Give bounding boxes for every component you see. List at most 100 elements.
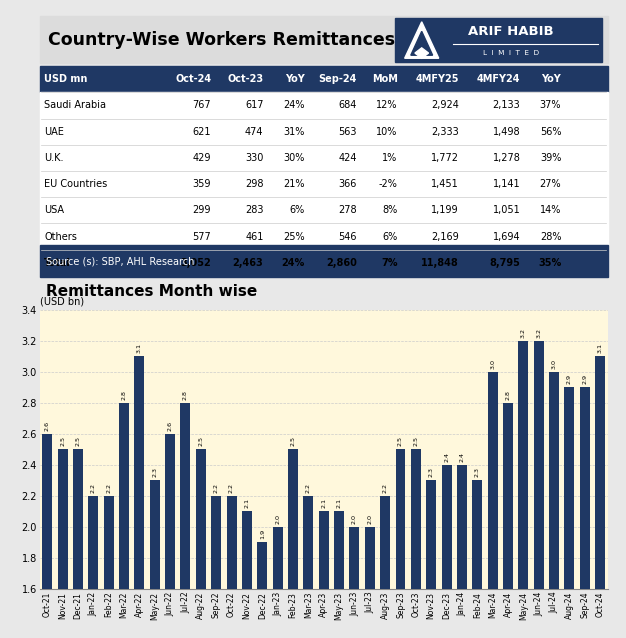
Bar [273, 527, 282, 638]
Text: Total: Total [44, 258, 71, 268]
Text: 28%: 28% [540, 232, 562, 242]
Bar [396, 449, 406, 638]
Text: 2.5: 2.5 [198, 436, 203, 446]
Bar [119, 403, 129, 638]
Text: 2.4: 2.4 [459, 452, 464, 462]
Text: 2,860: 2,860 [326, 258, 357, 268]
Text: 4MFY25: 4MFY25 [416, 74, 459, 84]
Text: 35%: 35% [538, 258, 562, 268]
Text: Sep-24: Sep-24 [318, 74, 357, 84]
Text: 24%: 24% [283, 100, 304, 110]
Bar [365, 527, 375, 638]
Text: 2.8: 2.8 [121, 390, 126, 399]
Bar [472, 480, 482, 638]
Bar [58, 449, 68, 638]
Bar [150, 480, 160, 638]
Text: U.K.: U.K. [44, 153, 64, 163]
Text: 2.2: 2.2 [91, 483, 96, 493]
Text: 39%: 39% [540, 153, 562, 163]
Bar [211, 496, 221, 638]
Bar [39, 119, 608, 145]
Text: 1.9: 1.9 [260, 529, 265, 539]
Text: 11,848: 11,848 [421, 258, 459, 268]
Text: 2.3: 2.3 [475, 467, 480, 477]
Text: 1,199: 1,199 [431, 205, 459, 215]
Text: 1,451: 1,451 [431, 179, 459, 189]
Bar [411, 449, 421, 638]
Polygon shape [411, 31, 433, 56]
Bar [39, 145, 608, 171]
Bar [39, 66, 608, 93]
Text: 8,795: 8,795 [490, 258, 520, 268]
Text: USD mn: USD mn [44, 74, 88, 84]
Polygon shape [404, 22, 439, 58]
Bar [88, 496, 98, 638]
Text: -2%: -2% [379, 179, 398, 189]
Text: Remittances Month wise: Remittances Month wise [46, 284, 258, 299]
Bar [426, 480, 436, 638]
Text: Oct-23: Oct-23 [227, 74, 264, 84]
Bar [39, 223, 608, 249]
Text: Saudi Arabia: Saudi Arabia [44, 100, 106, 110]
Text: 6%: 6% [382, 232, 398, 242]
Text: 2.6: 2.6 [44, 420, 49, 431]
Bar [488, 372, 498, 638]
Text: 25%: 25% [283, 232, 304, 242]
Text: 359: 359 [193, 179, 211, 189]
Text: 2,133: 2,133 [493, 100, 520, 110]
Text: 3.1: 3.1 [598, 343, 603, 353]
Text: Country-Wise Workers Remittances: Country-Wise Workers Remittances [48, 31, 395, 48]
Bar [319, 511, 329, 638]
Bar [549, 372, 559, 638]
Text: 2.0: 2.0 [352, 514, 357, 524]
Text: 2.5: 2.5 [76, 436, 80, 446]
Text: 2.1: 2.1 [337, 498, 342, 508]
Text: 3.0: 3.0 [490, 359, 495, 369]
Bar [518, 341, 528, 638]
Text: 2.8: 2.8 [506, 390, 511, 399]
Text: (USD bn): (USD bn) [39, 297, 84, 307]
Bar [39, 17, 608, 63]
Bar [288, 449, 298, 638]
Bar [242, 511, 252, 638]
Text: 2,333: 2,333 [431, 127, 459, 137]
Text: 767: 767 [193, 100, 211, 110]
Text: 8%: 8% [382, 205, 398, 215]
Text: EU Countries: EU Countries [44, 179, 107, 189]
Text: 278: 278 [338, 205, 357, 215]
Text: 2.0: 2.0 [367, 514, 372, 524]
Text: 330: 330 [245, 153, 264, 163]
Polygon shape [415, 48, 429, 58]
Text: 10%: 10% [376, 127, 398, 137]
Text: 474: 474 [245, 127, 264, 137]
Text: 283: 283 [245, 205, 264, 215]
Text: 2.4: 2.4 [444, 452, 449, 462]
Text: 621: 621 [193, 127, 211, 137]
Text: 7%: 7% [381, 258, 398, 268]
Bar [534, 341, 544, 638]
Text: 27%: 27% [540, 179, 562, 189]
Text: YoY: YoY [285, 74, 304, 84]
Text: 14%: 14% [540, 205, 562, 215]
Text: 2.5: 2.5 [413, 436, 418, 446]
Text: 3.2: 3.2 [521, 327, 526, 338]
Text: 2,463: 2,463 [233, 258, 264, 268]
Text: 1,694: 1,694 [493, 232, 520, 242]
Bar [227, 496, 237, 638]
Text: 12%: 12% [376, 100, 398, 110]
Text: 2.2: 2.2 [229, 483, 234, 493]
Text: 2.5: 2.5 [60, 436, 65, 446]
Text: 2.3: 2.3 [152, 467, 157, 477]
Text: 299: 299 [193, 205, 211, 215]
Text: 3.0: 3.0 [552, 359, 557, 369]
Text: L  I  M  I  T  E  D: L I M I T E D [483, 50, 539, 56]
Bar [334, 511, 344, 638]
Text: 684: 684 [338, 100, 357, 110]
Bar [380, 496, 390, 638]
Text: 2,924: 2,924 [431, 100, 459, 110]
Text: 2.1: 2.1 [321, 498, 326, 508]
Text: 546: 546 [338, 232, 357, 242]
Text: 37%: 37% [540, 100, 562, 110]
Text: 1,278: 1,278 [493, 153, 520, 163]
Text: 577: 577 [192, 232, 211, 242]
